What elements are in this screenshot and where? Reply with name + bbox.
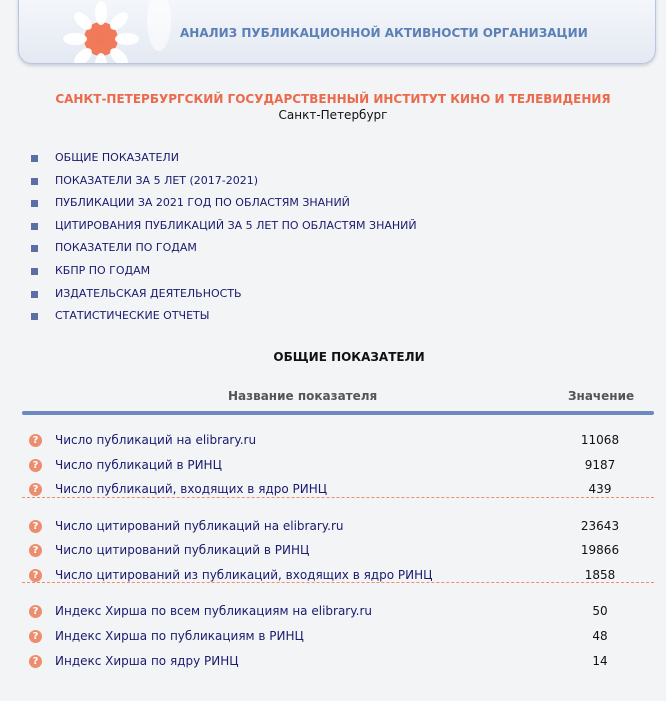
indicator-name: Число цитирований публикаций в РИНЦ (55, 543, 310, 558)
column-header: Значение (568, 389, 635, 403)
menu-link[interactable]: ЦИТИРОВАНИЯ ПУБЛИКАЦИЙ ЗА 5 ЛЕТ ПО ОБЛАС… (55, 218, 417, 232)
indicator-value: 1858 (584, 568, 616, 582)
indicator-value: 11068 (580, 433, 620, 447)
menu-link[interactable]: КБПР ПО ГОДАМ (55, 264, 151, 277)
group-separator (22, 496, 654, 498)
indicator-value: 50 (592, 604, 608, 619)
column-header: Название показателя (228, 389, 378, 403)
menu-bullet (31, 313, 38, 321)
help-icon[interactable]: ? (29, 605, 42, 619)
menu-link[interactable]: ОБЩИЕ ПОКАЗАТЕЛИ (55, 151, 179, 164)
indicator-value: 19866 (580, 543, 620, 558)
help-icon[interactable]: ? (29, 544, 42, 558)
menu-bullet (31, 177, 38, 185)
header-rule (22, 411, 654, 415)
indicator-name: Индекс Хирша по всем публикациям на elib… (55, 604, 372, 619)
group-separator (22, 582, 654, 584)
help-icon[interactable]: ? (29, 569, 42, 582)
help-icon[interactable]: ? (29, 483, 42, 497)
indicator-value: 14 (592, 653, 608, 668)
menu-bullet (31, 268, 38, 275)
menu-link[interactable]: ПОКАЗАТЕЛИ ПО ГОДАМ (55, 241, 197, 255)
menu-link[interactable]: ИЗДАТЕЛЬСКАЯ ДЕЯТЕЛЬНОСТЬ (55, 286, 242, 300)
site-title: АНАЛИЗ ПУБЛИКАЦИОННОЙ АКТИВНОСТИ ОРГАНИЗ… (180, 26, 588, 40)
indicator-name: Индекс Хирша по публикациям в РИНЦ (55, 628, 304, 643)
indicator-name: Число цитирований публикаций на elibrary… (55, 518, 344, 533)
indicator-name: Число публикаций в РИНЦ (55, 457, 222, 472)
menu-link[interactable]: ПУБЛИКАЦИИ ЗА 2021 ГОД ПО ОБЛАСТЯМ ЗНАНИ… (55, 196, 350, 210)
indicator-value: 23643 (580, 518, 620, 533)
menu-bullet (31, 245, 38, 253)
indicator-name: Число цитирований из публикаций, входящи… (55, 568, 433, 582)
help-icon[interactable]: ? (29, 629, 42, 643)
indicator-name: Число публикаций на elibrary.ru (55, 433, 257, 447)
menu-bullet (31, 290, 38, 298)
logo (63, 0, 171, 63)
menu-bullet (31, 200, 38, 208)
indicator-name: Индекс Хирша по ядру РИНЦ (55, 653, 239, 668)
menu-bullet (31, 155, 38, 162)
help-icon[interactable]: ? (29, 654, 42, 668)
help-icon[interactable]: ? (29, 519, 42, 533)
organization-name: САНКТ-ПЕТЕРБУРГСКИЙ ГОСУДАРСТВЕННЫЙ ИНСТ… (55, 92, 611, 106)
indicator-value: 48 (592, 628, 608, 643)
menu-link[interactable]: СТАТИСТИЧЕСКИЕ ОТЧЕТЫ (55, 309, 210, 323)
header-banner (18, 0, 656, 64)
indicator-value: 439 (588, 482, 612, 497)
menu-link[interactable]: ПОКАЗАТЕЛИ ЗА 5 ЛЕТ (2017-2021) (55, 173, 259, 187)
help-icon[interactable]: ? (29, 458, 42, 472)
indicator-name: Число публикаций, входящих в ядро РИНЦ (55, 482, 328, 497)
section-title: ОБЩИЕ ПОКАЗАТЕЛИ (273, 350, 425, 364)
menu-bullet (31, 222, 38, 230)
help-icon[interactable]: ? (29, 434, 42, 447)
indicator-value: 9187 (584, 457, 616, 472)
organization-city: Санкт-Петербург (278, 108, 388, 122)
